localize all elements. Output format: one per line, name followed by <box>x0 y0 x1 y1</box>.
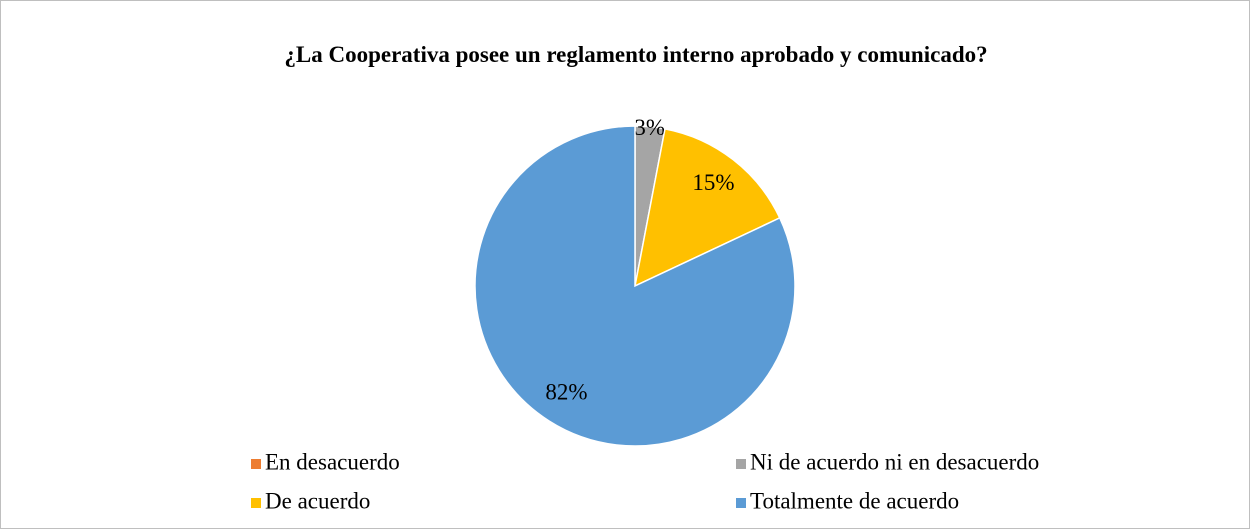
legend-label: En desacuerdo <box>265 449 400 474</box>
legend-swatch <box>251 459 261 469</box>
legend-swatch <box>736 498 746 508</box>
legend-label: De acuerdo <box>265 488 370 513</box>
chart-title: ¿La Cooperativa posee un reglamento inte… <box>284 42 988 67</box>
pie-slice <box>474 125 796 447</box>
legend-label: Totalmente de acuerdo <box>750 488 959 513</box>
legend-swatch <box>736 459 746 469</box>
legend-swatch <box>251 498 261 508</box>
data-label: 82% <box>545 379 587 404</box>
pie-slice <box>633 127 781 288</box>
legend-label: Ni de acuerdo ni en desacuerdo <box>750 449 1039 474</box>
data-label: 15% <box>692 170 734 195</box>
data-label: 3% <box>634 115 665 140</box>
